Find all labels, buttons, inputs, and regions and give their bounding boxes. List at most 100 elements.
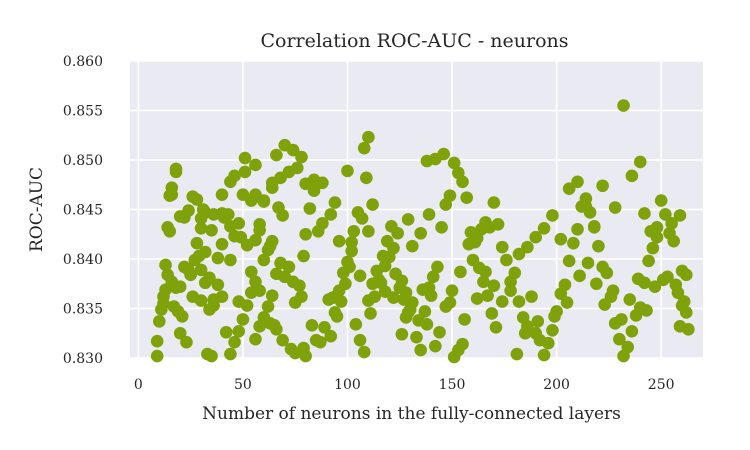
data-point xyxy=(347,224,361,238)
data-point xyxy=(295,290,308,303)
data-point xyxy=(173,326,187,340)
data-point xyxy=(590,277,603,291)
data-point xyxy=(270,267,283,281)
data-point xyxy=(270,322,283,336)
y-tick-label: 0.840 xyxy=(63,252,103,268)
data-point xyxy=(495,240,509,254)
data-point xyxy=(646,241,660,255)
data-point xyxy=(228,335,241,349)
data-point xyxy=(244,286,258,299)
data-point xyxy=(305,319,319,332)
data-point xyxy=(198,245,212,259)
data-point xyxy=(150,334,164,348)
x-tick-label: 50 xyxy=(234,377,252,393)
data-point xyxy=(173,210,187,223)
data-point xyxy=(349,318,363,331)
data-point xyxy=(387,291,400,304)
data-point xyxy=(491,218,505,231)
data-point xyxy=(169,165,183,179)
data-point xyxy=(447,156,461,170)
data-point xyxy=(613,332,626,346)
data-point xyxy=(487,279,501,293)
data-point xyxy=(510,347,524,361)
data-point xyxy=(667,234,681,248)
data-point xyxy=(512,247,526,261)
y-tick-label: 0.830 xyxy=(63,351,103,367)
data-point xyxy=(617,99,630,112)
data-point xyxy=(205,349,218,363)
y-tick-label: 0.850 xyxy=(63,153,103,169)
data-point xyxy=(443,296,457,309)
data-point xyxy=(406,239,419,253)
data-point xyxy=(194,212,208,225)
data-point xyxy=(648,280,662,294)
data-point xyxy=(295,150,308,164)
data-point xyxy=(621,340,635,354)
data-point xyxy=(180,335,193,349)
data-point xyxy=(150,349,164,363)
data-point xyxy=(380,234,394,248)
data-point xyxy=(328,196,342,209)
data-point xyxy=(345,235,358,249)
y-tick-labels: 0.830 0.835 0.840 0.845 0.850 0.855 0.860 xyxy=(63,54,103,367)
data-point xyxy=(299,177,312,191)
data-point xyxy=(211,251,225,265)
data-point xyxy=(521,240,534,254)
data-point xyxy=(203,303,216,316)
data-point xyxy=(426,270,440,284)
data-point xyxy=(420,318,434,331)
data-point xyxy=(399,311,413,324)
data-point xyxy=(414,226,427,240)
data-point xyxy=(207,208,220,221)
data-point xyxy=(353,333,367,347)
data-point xyxy=(437,147,450,161)
data-point xyxy=(276,333,289,347)
data-point xyxy=(355,212,369,225)
data-point xyxy=(219,325,233,339)
data-point xyxy=(299,349,312,363)
data-point xyxy=(416,283,430,296)
data-point xyxy=(500,253,513,267)
data-point xyxy=(297,249,310,263)
data-point xyxy=(385,220,398,233)
y-tick-label: 0.845 xyxy=(63,203,103,219)
data-point xyxy=(529,230,543,244)
data-point xyxy=(581,256,595,270)
data-point xyxy=(393,281,407,295)
data-point xyxy=(324,208,338,221)
data-point xyxy=(625,169,639,183)
data-point xyxy=(257,195,271,208)
data-point xyxy=(328,306,342,319)
data-point xyxy=(454,265,467,279)
data-point xyxy=(224,347,237,361)
data-point xyxy=(341,164,354,178)
data-point xyxy=(249,332,262,346)
data-point xyxy=(362,224,375,238)
data-point xyxy=(485,307,499,320)
data-point xyxy=(431,260,444,274)
data-point xyxy=(238,151,252,165)
data-point xyxy=(546,209,559,222)
data-point xyxy=(512,295,526,308)
data-point xyxy=(232,324,246,338)
x-tick-labels: 0 50 100 150 200 250 xyxy=(134,377,675,393)
data-point xyxy=(659,208,672,221)
data-point xyxy=(332,284,346,297)
data-point xyxy=(337,266,350,280)
data-point xyxy=(362,130,375,144)
data-point xyxy=(571,175,584,189)
data-point xyxy=(224,220,237,233)
data-point xyxy=(600,266,614,280)
data-point xyxy=(240,238,254,252)
data-point xyxy=(265,234,279,248)
data-point xyxy=(673,209,687,222)
data-point xyxy=(466,253,480,267)
data-point xyxy=(186,190,200,203)
data-point xyxy=(541,336,555,350)
data-point xyxy=(546,323,559,337)
data-point xyxy=(205,223,218,237)
data-point xyxy=(571,223,584,236)
data-point xyxy=(596,179,609,193)
